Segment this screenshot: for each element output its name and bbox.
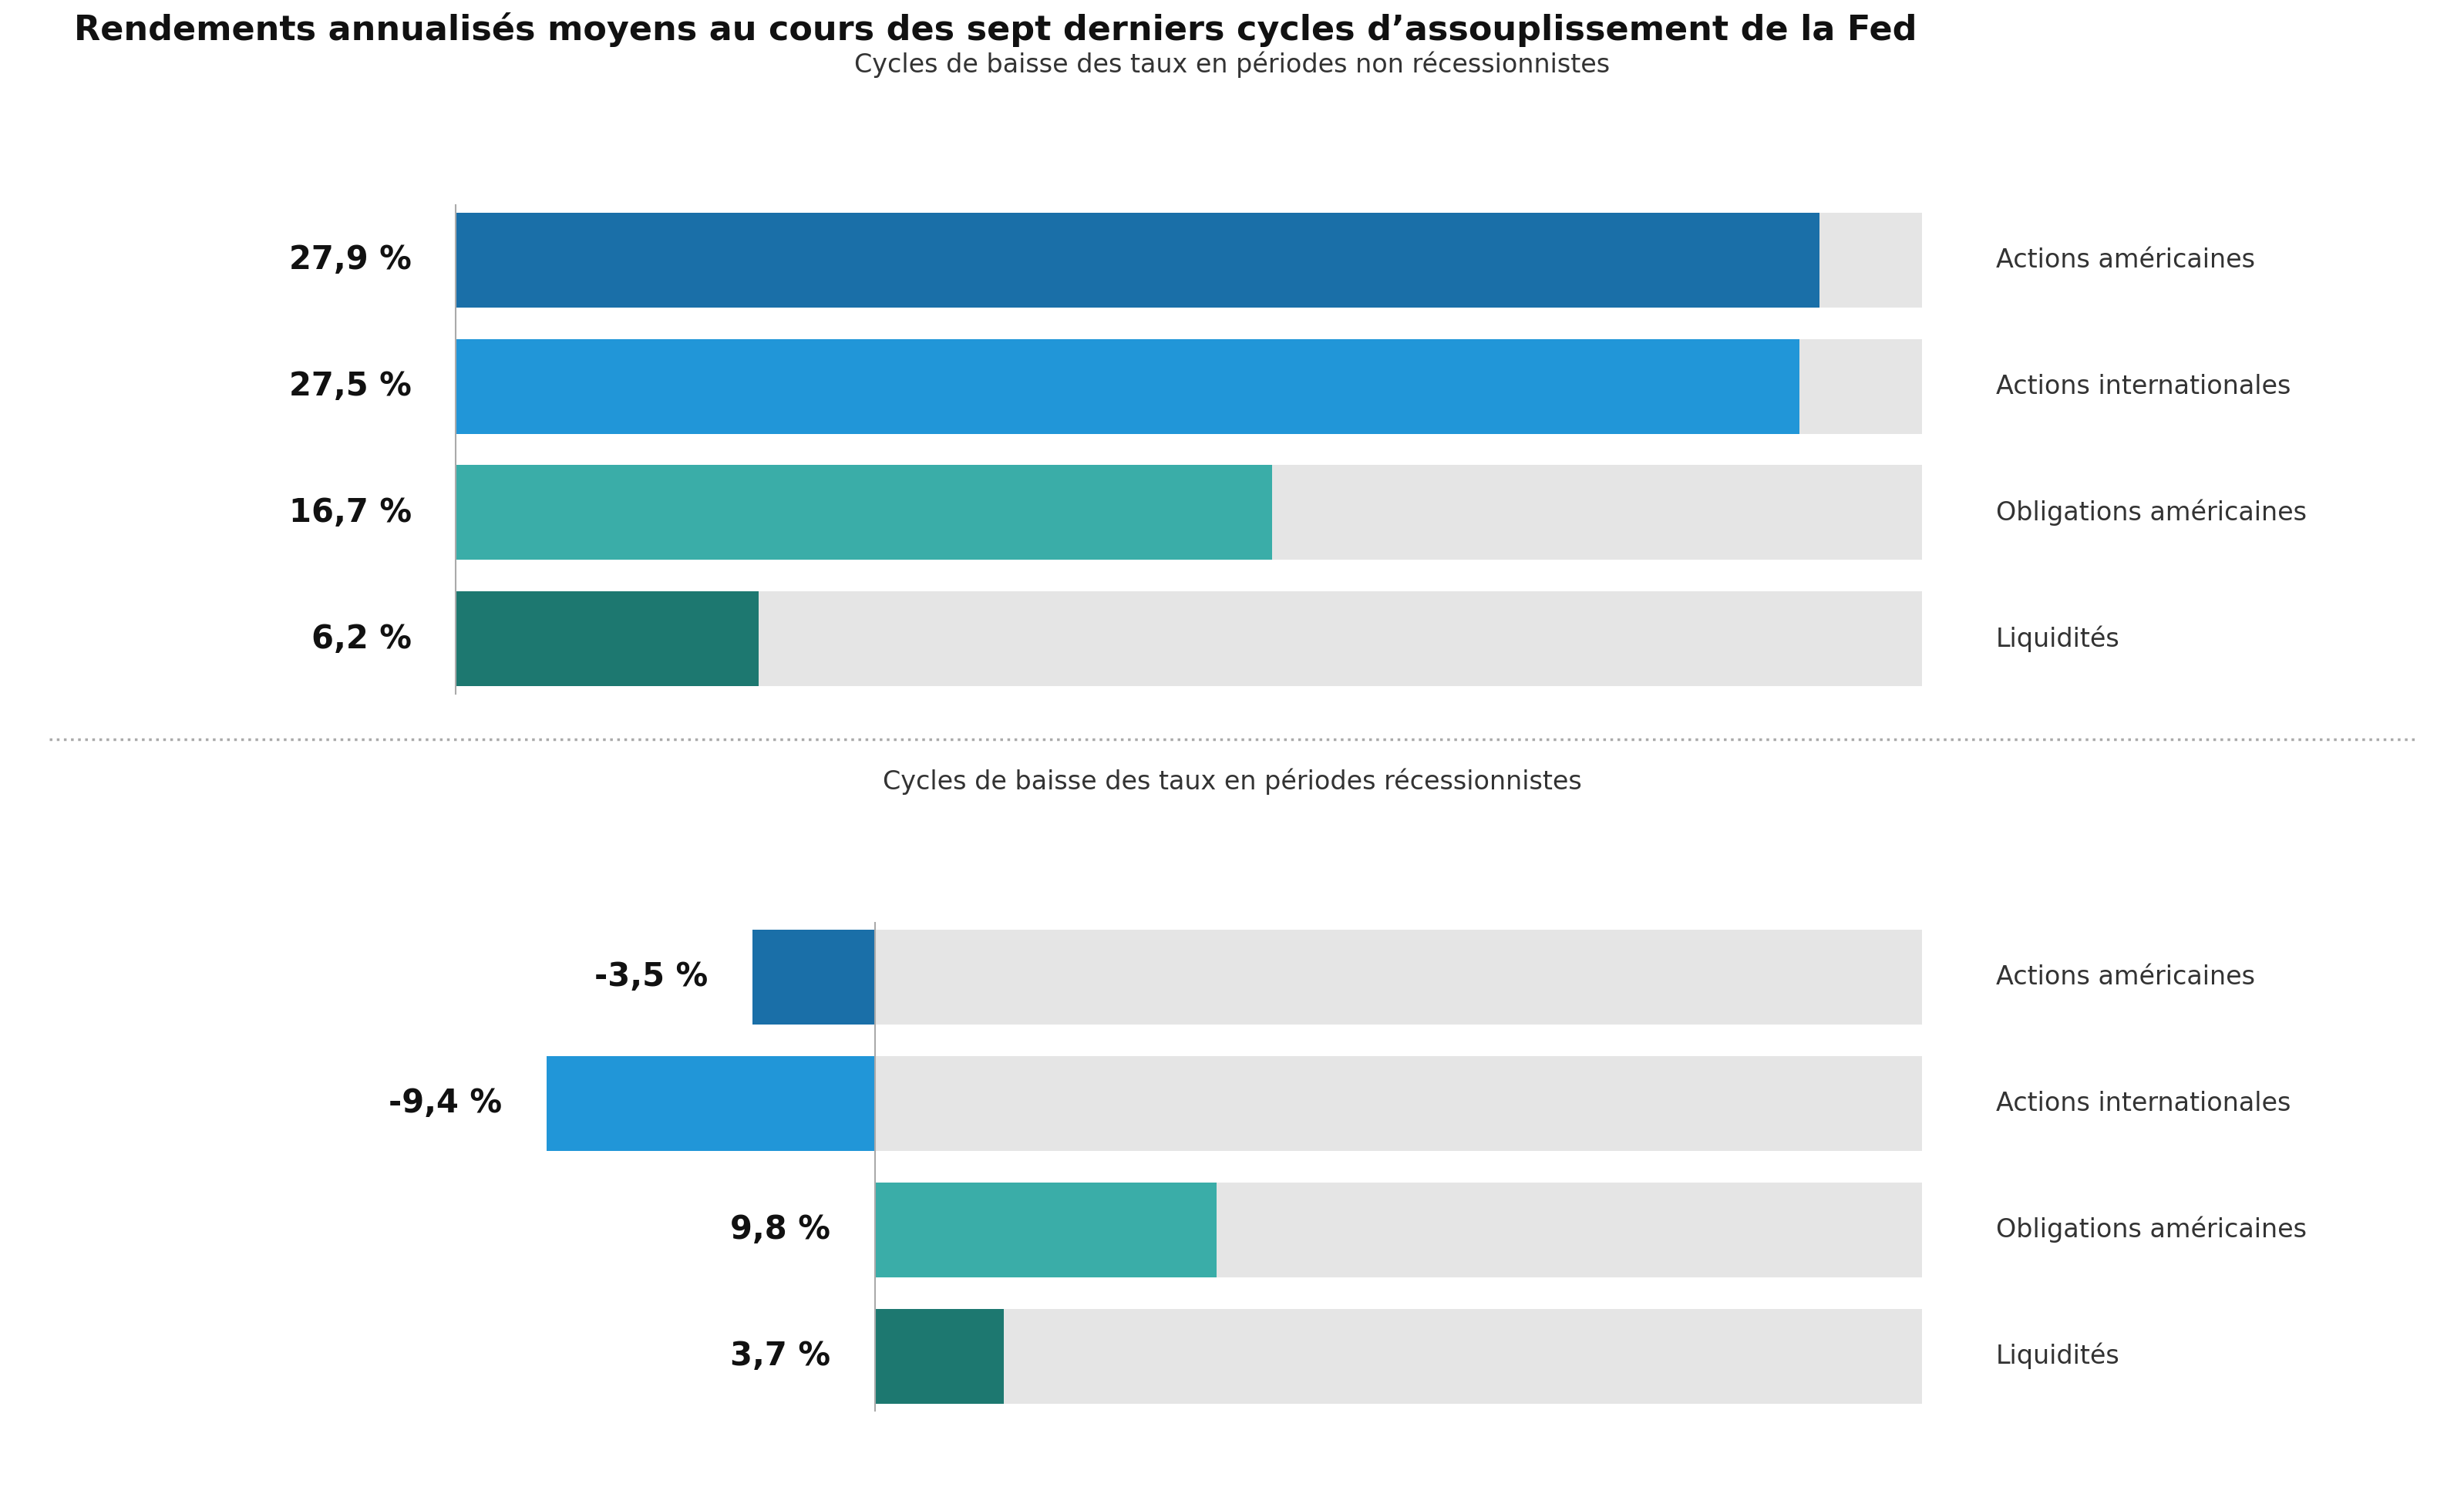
Text: 6,2 %: 6,2 % (310, 623, 411, 656)
Text: 3,7 %: 3,7 % (729, 1340, 830, 1373)
Bar (456, 592, 1922, 686)
Text: Rendements annualisés moyens au cours des sept derniers cycles d’assouplissement: Rendements annualisés moyens au cours de… (74, 12, 1917, 46)
Bar (875, 1182, 1217, 1277)
Bar (875, 1309, 1003, 1403)
Text: 16,7 %: 16,7 % (288, 496, 411, 529)
Bar (456, 212, 1818, 308)
Text: Actions internationales: Actions internationales (1996, 1091, 2292, 1116)
Bar (456, 212, 1922, 308)
Text: 27,5 %: 27,5 % (288, 371, 411, 402)
Text: Obligations américaines: Obligations américaines (1996, 499, 2306, 526)
Text: Liquidités: Liquidités (1996, 1343, 2119, 1370)
Bar (547, 1056, 875, 1150)
Bar (752, 929, 875, 1025)
Text: 27,9 %: 27,9 % (288, 244, 411, 276)
Bar (875, 1056, 1922, 1150)
Text: -9,4 %: -9,4 % (389, 1088, 503, 1119)
Text: Liquidités: Liquidités (1996, 626, 2119, 653)
Text: Cycles de baisse des taux en périodes non récessionnistes: Cycles de baisse des taux en périodes no… (855, 51, 1609, 78)
Text: -3,5 %: -3,5 % (594, 961, 707, 994)
Bar (456, 592, 759, 686)
Bar (875, 1309, 1922, 1403)
Bar (875, 929, 1922, 1025)
Bar (875, 1182, 1922, 1277)
Bar (456, 339, 1922, 433)
Text: Cycles de baisse des taux en périodes récessionnistes: Cycles de baisse des taux en périodes ré… (882, 768, 1582, 795)
Bar (456, 339, 1799, 433)
Text: Actions internationales: Actions internationales (1996, 374, 2292, 399)
Bar (456, 465, 1922, 560)
Bar (456, 465, 1271, 560)
Text: Actions américaines: Actions américaines (1996, 964, 2255, 989)
Text: Actions américaines: Actions américaines (1996, 247, 2255, 272)
Text: 9,8 %: 9,8 % (729, 1213, 830, 1246)
Text: Obligations américaines: Obligations américaines (1996, 1216, 2306, 1243)
